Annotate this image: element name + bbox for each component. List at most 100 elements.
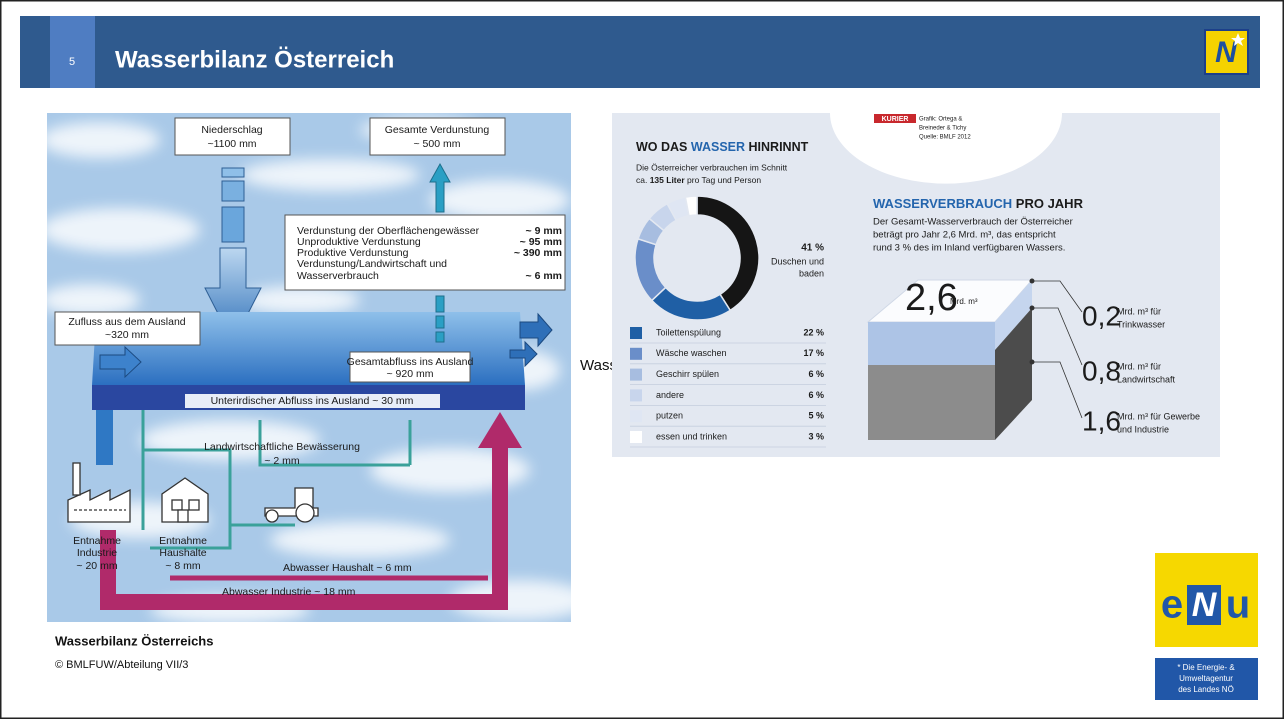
household-use-title: WO DAS WASSER HINRINNT xyxy=(636,140,809,154)
part-label: Trinkwasser xyxy=(1117,319,1165,329)
legend-label: Wäsche waschen xyxy=(656,348,727,358)
inflow-value: ~320 mm xyxy=(105,329,149,341)
outflow-label: Gesamtabfluss ins Ausland xyxy=(347,356,474,368)
page-body: { "header": {"slide_number": "5", "title… xyxy=(0,0,1284,719)
household-withdrawal: ~ 8 mm xyxy=(165,560,201,572)
page: Wasserbilanz Österreich html, body { mar… xyxy=(0,0,1284,719)
part-label: Landwirtschaft xyxy=(1117,374,1176,384)
water-use-infographic: KURIER Grafik: Ortega & Breineder & Tich… xyxy=(612,113,1220,457)
total-unit: Mrd. m³ xyxy=(950,297,978,306)
legend-swatch xyxy=(630,410,642,422)
inflow-label: Zufluss aus dem Ausland xyxy=(68,316,185,328)
subtitle-part: pro Tag und Person xyxy=(685,175,762,185)
shape xyxy=(40,284,140,316)
evaporation-row-value: ~ 390 mm xyxy=(514,247,562,259)
legend-swatch xyxy=(630,431,642,443)
legend-swatch xyxy=(630,348,642,360)
part-label: Mrd. m³ für xyxy=(1117,306,1161,316)
legend-label: essen und trinken xyxy=(656,431,727,441)
precip-block xyxy=(222,207,244,242)
irrigation-label: Landwirtschaftliche Bewässerung xyxy=(204,441,360,453)
industry-withdrawal: Entnahme xyxy=(73,535,121,547)
legend-label: putzen xyxy=(656,411,683,421)
logo-letter: N xyxy=(1192,586,1218,624)
logo-agency: des Landes NÖ xyxy=(1178,685,1234,694)
shape xyxy=(178,510,188,522)
shape xyxy=(436,332,444,342)
evaporation-row-label: Wasserverbrauch xyxy=(297,270,379,282)
total-evaporation-label: Gesamte Verdunstung xyxy=(385,124,490,136)
source-line: Grafik: Ortega & xyxy=(919,117,962,123)
shape xyxy=(436,296,444,312)
outflow-value: ~ 920 mm xyxy=(387,368,434,380)
legend-label: Toilettenspülung xyxy=(656,327,721,337)
industry-withdrawal: Industrie xyxy=(77,547,117,559)
precip-block xyxy=(222,168,244,177)
shape xyxy=(1030,306,1035,311)
underground-label: Unterirdischer Abfluss ins Ausland ~ 30 … xyxy=(211,395,414,407)
shape xyxy=(270,522,450,558)
household-use-subtitle: ca. 135 Liter pro Tag und Person xyxy=(636,175,761,185)
legend-value: 5 % xyxy=(808,411,824,421)
annual-use-text: rund 3 % des im Inland verfügbaren Wasse… xyxy=(873,243,1065,254)
slide: 5 Wasserbilanz Österreich N xyxy=(0,0,1284,719)
industry-pipe xyxy=(96,410,113,465)
enu-logo: e N u * Die Energie- & Umweltagentur des… xyxy=(1155,553,1258,700)
subtitle-part: ca. xyxy=(636,175,650,185)
source-line: Quelle: BMLF 2012 xyxy=(919,135,971,141)
block-front-drinking xyxy=(868,322,995,365)
precipitation-value: ~1100 mm xyxy=(207,138,256,150)
annual-use-text: beträgt pro Jahr 2,6 Mrd. m³, das entspr… xyxy=(873,230,1056,241)
shape xyxy=(73,463,80,495)
title-part: WASSER xyxy=(691,140,745,154)
donut-main-label: Duschen und xyxy=(771,256,824,266)
header-logo-letter: N xyxy=(1215,36,1238,69)
legend-label: andere xyxy=(656,390,684,400)
part-number: 0,2 xyxy=(1082,300,1121,331)
household-use-subtitle: Die Österreicher verbrauchen im Schnitt xyxy=(636,162,788,172)
water-balance-diagram xyxy=(40,113,590,624)
part-number: 1,6 xyxy=(1082,405,1121,436)
legend-value: 6 % xyxy=(808,369,824,379)
block-front-industry xyxy=(868,365,995,440)
shape xyxy=(436,316,444,328)
household-withdrawal: Haushalte xyxy=(159,547,206,559)
title-part: WO DAS xyxy=(636,140,691,154)
part-label: Mrd. m³ für xyxy=(1117,361,1161,371)
legend-value: 6 % xyxy=(808,390,824,400)
annual-use-text: Der Gesamt-Wasserverbrauch der Österreic… xyxy=(873,217,1073,228)
donut-main-value: 41 % xyxy=(801,243,824,254)
legend-label: Geschirr spülen xyxy=(656,369,719,379)
donut-main-label: baden xyxy=(799,268,824,278)
irrigation-value: ~ 2 mm xyxy=(264,455,300,467)
logo-letter: e xyxy=(1161,583,1183,627)
title-part: PRO JAHR xyxy=(1012,196,1083,211)
precipitation-label: Niederschlag xyxy=(201,124,262,136)
household-withdrawal: Entnahme xyxy=(159,535,207,547)
part-number: 0,8 xyxy=(1082,355,1121,386)
subtitle-part: 135 Liter xyxy=(650,175,686,185)
shape xyxy=(296,504,314,522)
source-line: Breineder & Tichy xyxy=(919,126,966,132)
legend-value: 17 % xyxy=(803,348,824,358)
shape xyxy=(40,208,200,252)
legend-swatch xyxy=(630,369,642,381)
part-label: und Industrie xyxy=(1117,424,1169,434)
shape xyxy=(430,180,570,220)
slide-number-block xyxy=(50,16,95,88)
shape xyxy=(1030,279,1035,284)
caption-credit: © BMLFUW/Abteilung VII/3 xyxy=(55,659,188,671)
shape xyxy=(240,159,420,191)
slide-number: 5 xyxy=(69,56,75,68)
shape xyxy=(40,122,160,158)
kurier-brand: KURIER xyxy=(882,116,909,123)
shape xyxy=(266,510,278,522)
industry-wastewater: Abwasser Industrie ~ 18 mm xyxy=(222,586,356,598)
legend-swatch xyxy=(630,389,642,401)
part-label: Mrd. m³ für Gewerbe xyxy=(1117,411,1200,421)
logo-agency: * Die Energie- & xyxy=(1177,663,1235,672)
slide-title: Wasserbilanz Österreich xyxy=(115,46,394,73)
industry-withdrawal: ~ 20 mm xyxy=(76,560,117,572)
logo-agency: Umweltagentur xyxy=(1179,674,1233,683)
caption-title: Wasserbilanz Österreichs xyxy=(55,633,213,648)
